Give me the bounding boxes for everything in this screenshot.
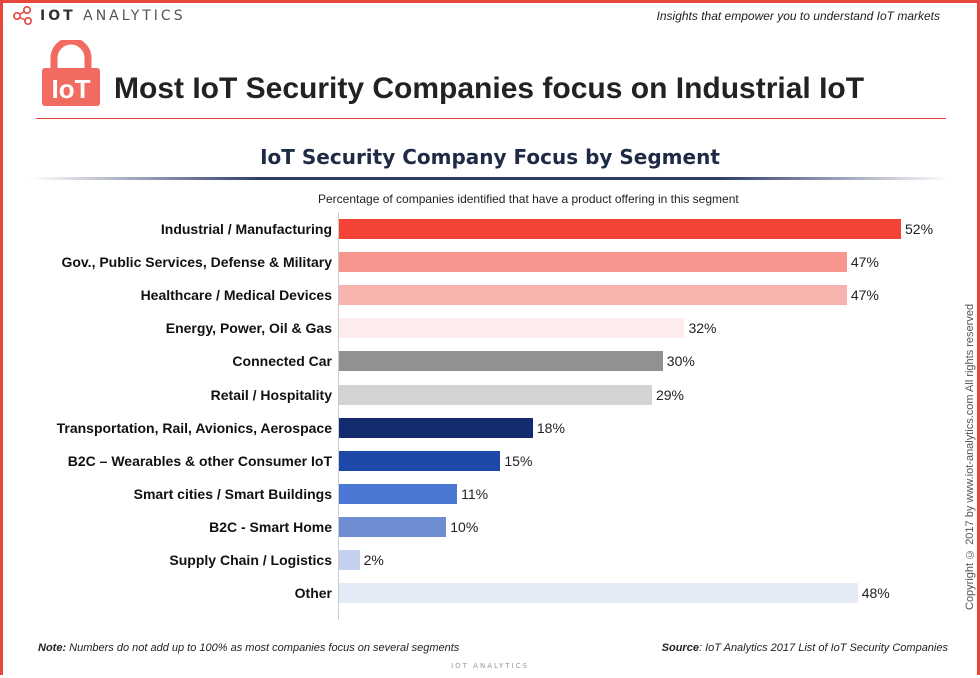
bar-value-label: 18%: [536, 419, 565, 436]
bar-value-label: 47%: [850, 287, 879, 304]
bar-value-label: 52%: [905, 221, 934, 237]
bar: [338, 583, 858, 604]
chart-subtitle: Percentage of companies identified that …: [318, 192, 739, 206]
source-text: : IoT Analytics 2017 List of IoT Securit…: [698, 642, 948, 654]
bar-value-label: 11%: [461, 485, 489, 502]
bar-value-label: 29%: [655, 386, 684, 403]
bar-label: B2C – Wearables & other Consumer IoT: [67, 452, 332, 469]
bar: [338, 351, 663, 372]
bar-value-label: 32%: [688, 320, 717, 337]
brand-logo[interactable]: IOT ANALYTICS: [12, 5, 186, 27]
bar-value-label: 15%: [504, 452, 533, 469]
network-logo-icon: [12, 5, 33, 26]
bar-label: Connected Car: [232, 353, 332, 370]
bar: [338, 219, 901, 239]
chart-title: IoT Security Company Focus by Segment: [260, 145, 720, 169]
bar-value-label: 10%: [450, 518, 479, 535]
bar-label: Other: [294, 585, 332, 602]
brand-name: IOT ANALYTICS: [40, 8, 186, 24]
footnote: Note: Numbers do not add up to 100% as m…: [38, 642, 459, 654]
bar-value-label: 30%: [666, 353, 695, 370]
source-citation: Source: IoT Analytics 2017 List of IoT S…: [662, 642, 948, 654]
bar-value-label: 2%: [363, 552, 384, 568]
bar-label: Supply Chain / Logistics: [169, 552, 332, 568]
bar-label: Industrial / Manufacturing: [160, 221, 332, 237]
lock-icon: IoT: [42, 40, 100, 106]
bar-label: Transportation, Rail, Avionics, Aerospac…: [56, 419, 332, 436]
bar-value-label: 48%: [861, 585, 890, 602]
bar-label: Retail / Hospitality: [210, 386, 332, 403]
bar: [338, 318, 685, 339]
bar: [338, 417, 533, 438]
chart-title-divider: [30, 177, 950, 180]
bar-value-label: 47%: [850, 254, 879, 271]
bar: [338, 450, 501, 471]
bar: [338, 550, 360, 570]
bar-label: B2C - Smart Home: [209, 518, 332, 535]
bar: [338, 285, 847, 306]
note-text: Numbers do not add up to 100% as most co…: [66, 642, 460, 654]
bar-label: Energy, Power, Oil & Gas: [165, 320, 332, 337]
category-axis-line: [338, 212, 339, 620]
page-title: Most IoT Security Companies focus on Ind…: [114, 72, 865, 105]
lock-badge-text: IoT: [52, 74, 91, 104]
bar-label: Smart cities / Smart Buildings: [133, 485, 332, 502]
bar: [338, 483, 458, 504]
note-label: Note:: [38, 642, 67, 654]
source-label: Source: [661, 642, 699, 654]
copyright-text: Copyright © 2017 by www.iot-analytics.co…: [964, 303, 976, 610]
bar: [338, 252, 847, 273]
bar-label: Healthcare / Medical Devices: [140, 287, 332, 304]
footer-logo: IOT ANALYTICS: [451, 662, 529, 670]
bar-label: Gov., Public Services, Defense & Militar…: [61, 254, 332, 271]
tagline: Insights that empower you to understand …: [656, 9, 940, 23]
bar: [338, 384, 652, 405]
title-divider: [36, 118, 946, 119]
bar: [338, 516, 447, 537]
